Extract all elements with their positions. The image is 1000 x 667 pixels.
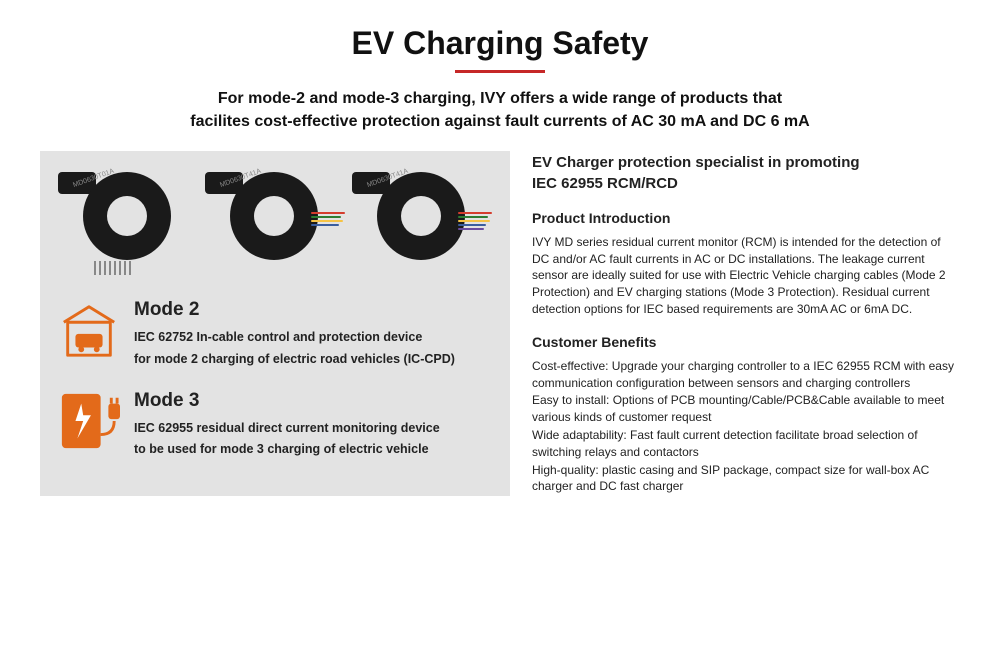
sensor-row: MD0630T01A MD0630T41A: [58, 167, 492, 277]
mode3-block: Mode 3 IEC 62955 residual direct current…: [58, 390, 492, 461]
benefits-heading: Customer Benefits: [532, 334, 960, 350]
sensor-wires-icon: [311, 212, 345, 226]
title-underline: [455, 70, 545, 73]
mode3-text: Mode 3 IEC 62955 residual direct current…: [134, 390, 492, 461]
mode2-block: Mode 2 IEC 62752 In-cable control and pr…: [58, 299, 492, 370]
benefit-item: High-quality: plastic casing and SIP pac…: [532, 462, 960, 496]
page-title: EV Charging Safety: [40, 25, 960, 62]
right-heading: EV Charger protection specialist in prom…: [532, 153, 960, 194]
sensor-product: MD0630T01A: [58, 167, 198, 277]
sensor-product: MD0630T41A: [205, 167, 345, 277]
sensor-coil: [230, 172, 318, 260]
page-root: EV Charging Safety For mode-2 and mode-3…: [0, 0, 1000, 521]
sensor-coil: [377, 172, 465, 260]
right-panel: EV Charger protection specialist in prom…: [532, 151, 960, 496]
sensor-wires-icon: [458, 212, 492, 230]
mode2-text: Mode 2 IEC 62752 In-cable control and pr…: [134, 299, 492, 370]
benefit-item: Easy to install: Options of PCB mounting…: [532, 392, 960, 426]
sensor-coil: [83, 172, 171, 260]
mode3-title: Mode 3: [134, 390, 492, 412]
subtitle-line: facilites cost-effective protection agai…: [190, 113, 809, 130]
sensor-pins-icon: [94, 261, 131, 275]
benefit-item: Wide adaptability: Fast fault current de…: [532, 427, 960, 461]
page-subtitle: For mode-2 and mode-3 charging, IVY offe…: [40, 87, 960, 133]
intro-heading: Product Introduction: [532, 210, 960, 226]
benefit-item: Cost-effective: Upgrade your charging co…: [532, 358, 960, 392]
benefits-list: Cost-effective: Upgrade your charging co…: [532, 358, 960, 495]
mode2-title: Mode 2: [134, 299, 492, 321]
subtitle-line: For mode-2 and mode-3 charging, IVY offe…: [218, 90, 782, 107]
charger-plug-icon: [58, 390, 120, 452]
garage-car-icon: [58, 299, 120, 361]
columns: MD0630T01A MD0630T41A: [40, 151, 960, 496]
intro-body: IVY MD series residual current monitor (…: [532, 234, 960, 318]
sensor-product: MD0630T41A: [352, 167, 492, 277]
left-panel: MD0630T01A MD0630T41A: [40, 151, 510, 496]
mode3-desc: IEC 62955 residual direct current monito…: [134, 418, 492, 461]
mode2-desc: IEC 62752 In-cable control and protectio…: [134, 327, 492, 370]
